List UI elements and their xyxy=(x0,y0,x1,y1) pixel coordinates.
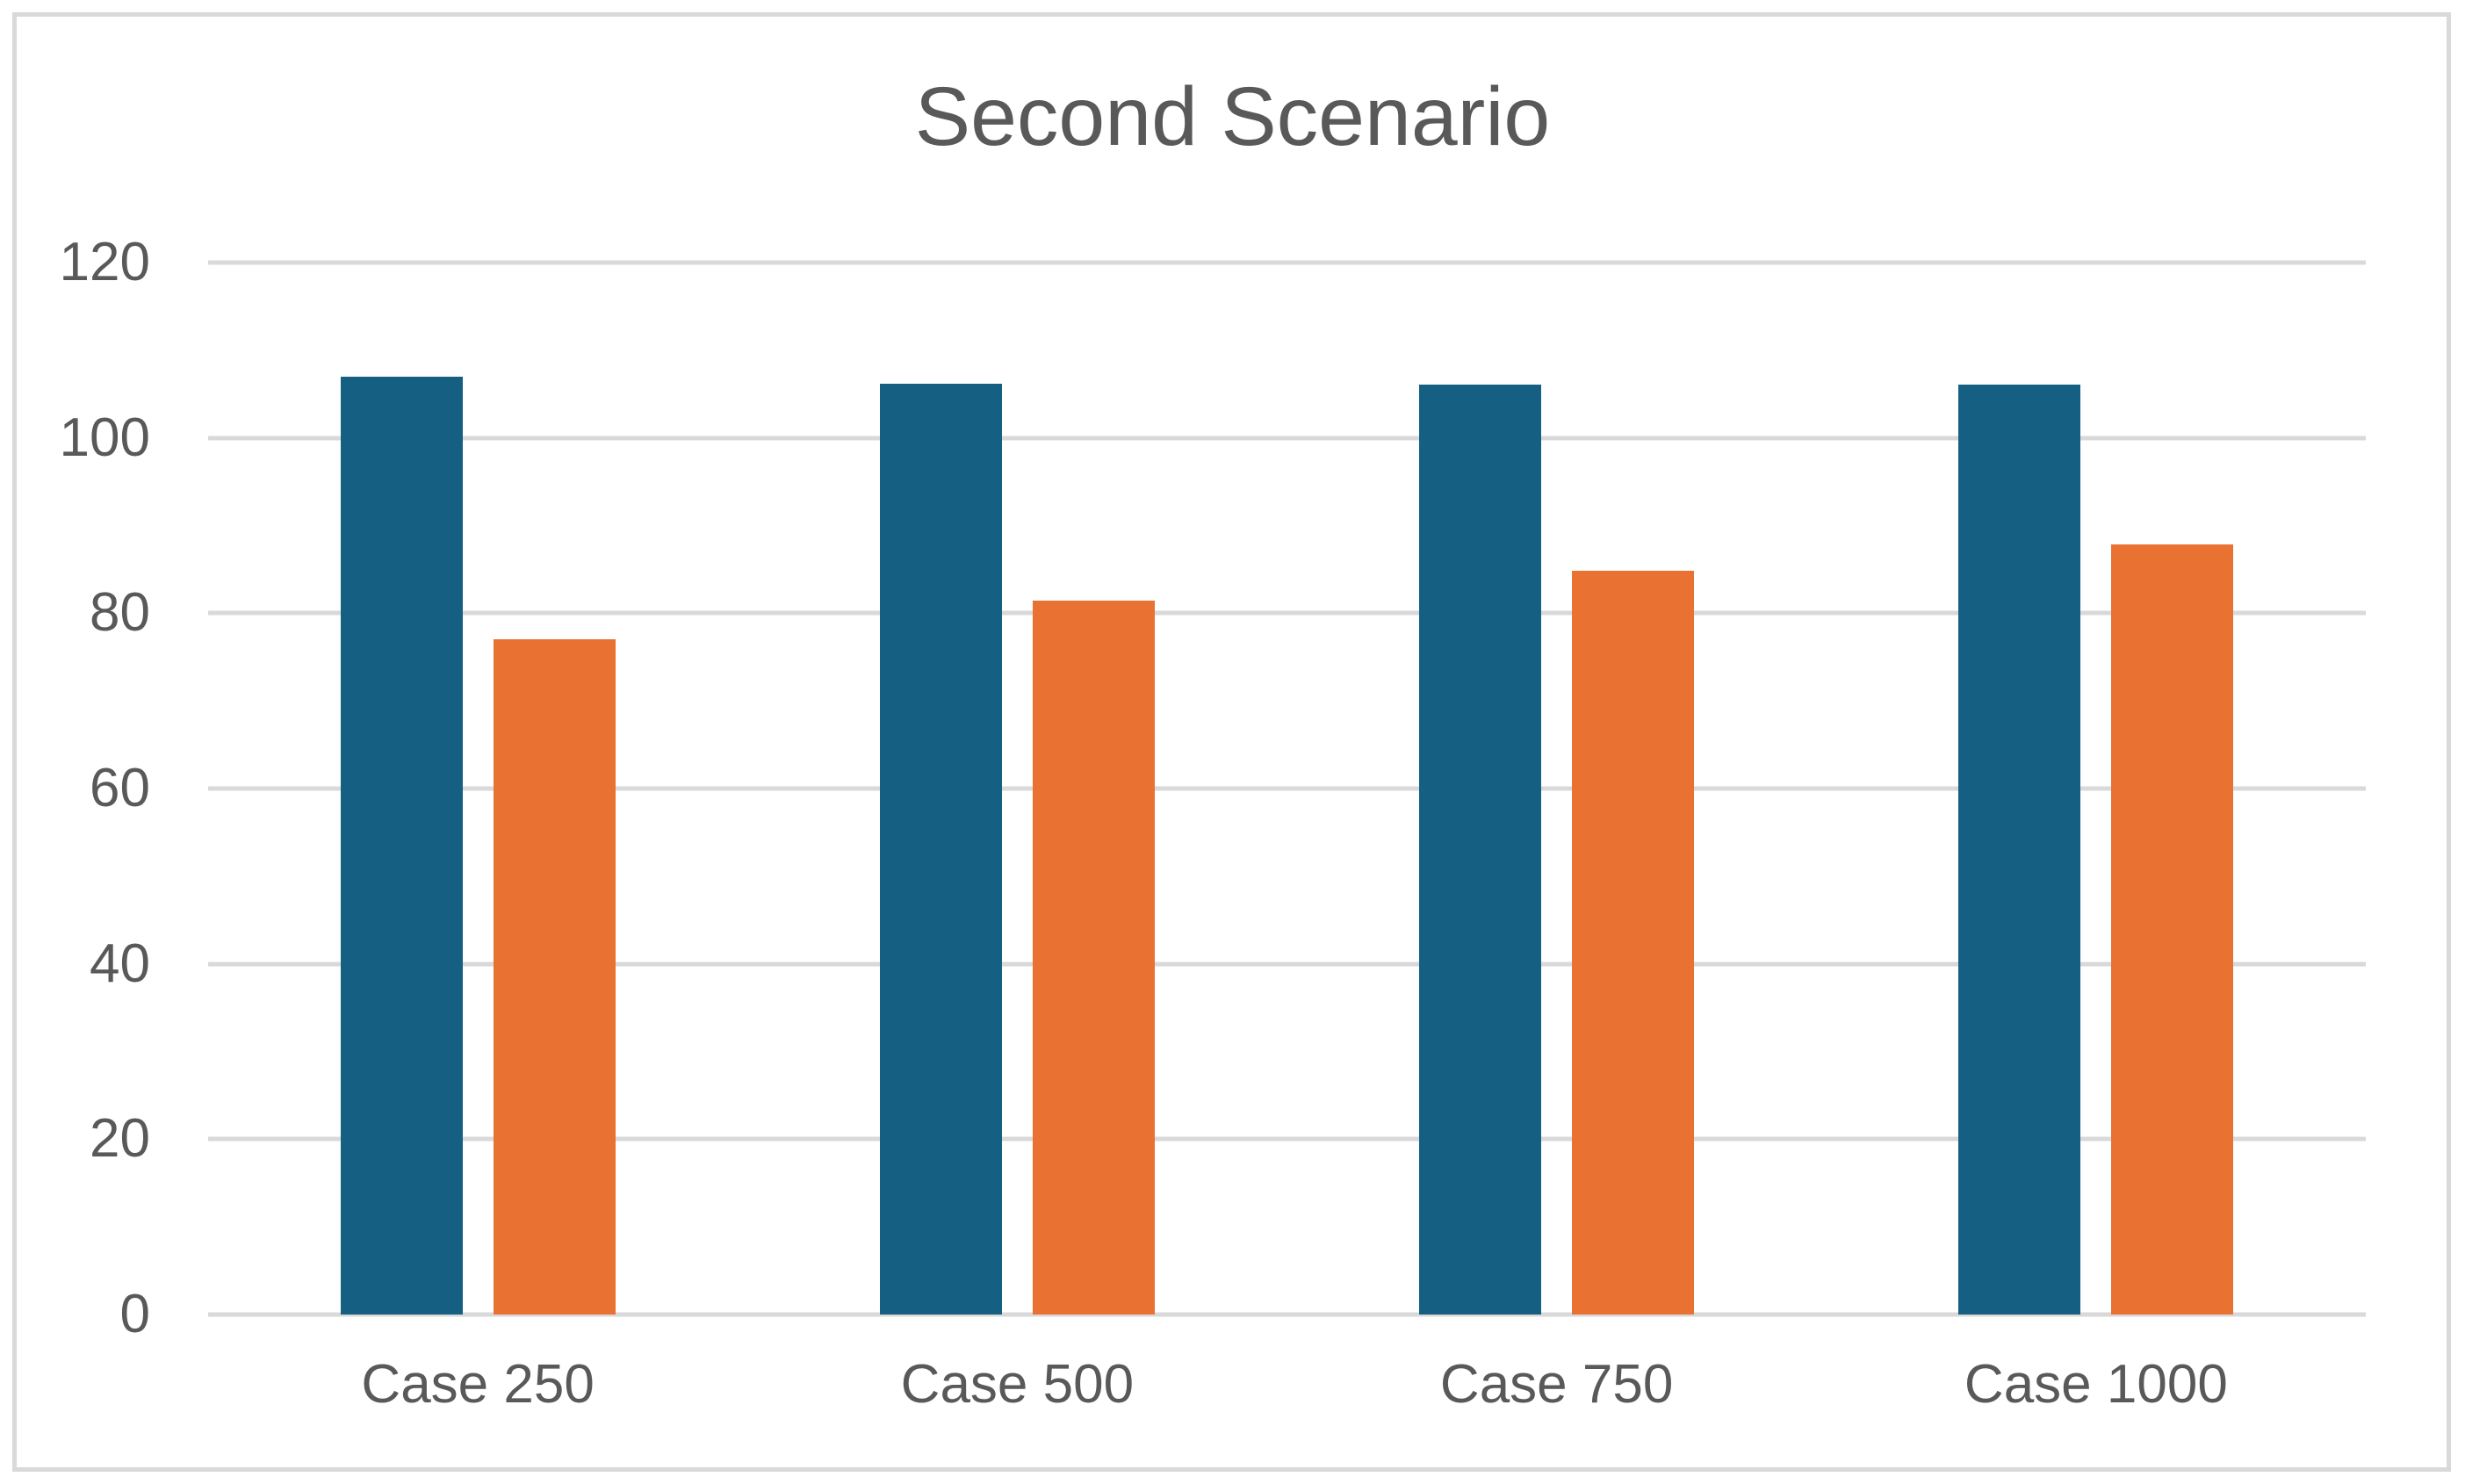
bar-group-case-1000 xyxy=(1827,263,2366,1315)
gridline-y-80 xyxy=(208,610,2366,616)
gridline-y-20 xyxy=(208,1136,2366,1142)
bar-group-case-250 xyxy=(208,263,747,1315)
x-category-label-case-750: Case 750 xyxy=(1439,1354,1674,1415)
bar-series_blue-case-1000 xyxy=(1958,384,2081,1315)
y-tick-label-100: 100 xyxy=(59,407,150,468)
gridline-y-100 xyxy=(208,436,2366,441)
plot-area xyxy=(208,260,2366,1317)
gridline-y-60 xyxy=(208,786,2366,791)
x-category-label-case-250: Case 250 xyxy=(361,1354,595,1415)
bar-series_blue-case-500 xyxy=(879,383,1002,1315)
y-tick-label-120: 120 xyxy=(59,232,150,292)
bar-group-case-750 xyxy=(1287,263,1827,1315)
bar-series_orange-case-1000 xyxy=(2111,544,2234,1315)
x-category-label-case-500: Case 500 xyxy=(900,1354,1135,1415)
chart-title: Second Scenario xyxy=(914,70,1551,163)
y-tick-label-20: 20 xyxy=(90,1108,150,1170)
bar-series_orange-case-500 xyxy=(1032,601,1155,1315)
y-tick-label-0: 0 xyxy=(119,1284,150,1344)
gridline-y-120 xyxy=(208,260,2366,265)
y-tick-label-60: 60 xyxy=(90,758,150,818)
gridline-y-40 xyxy=(208,962,2366,967)
y-tick-label-80: 80 xyxy=(90,582,150,644)
bar-series_orange-case-750 xyxy=(1572,571,1695,1315)
gridline-y-0 xyxy=(208,1312,2366,1317)
bar-series_orange-case-250 xyxy=(493,639,616,1315)
bar-group-case-500 xyxy=(747,263,1287,1315)
bar-series_blue-case-750 xyxy=(1419,384,1542,1315)
bar-series_blue-case-250 xyxy=(340,376,463,1315)
x-category-label-case-1000: Case 1000 xyxy=(1964,1354,2228,1415)
y-tick-label-40: 40 xyxy=(90,933,150,994)
